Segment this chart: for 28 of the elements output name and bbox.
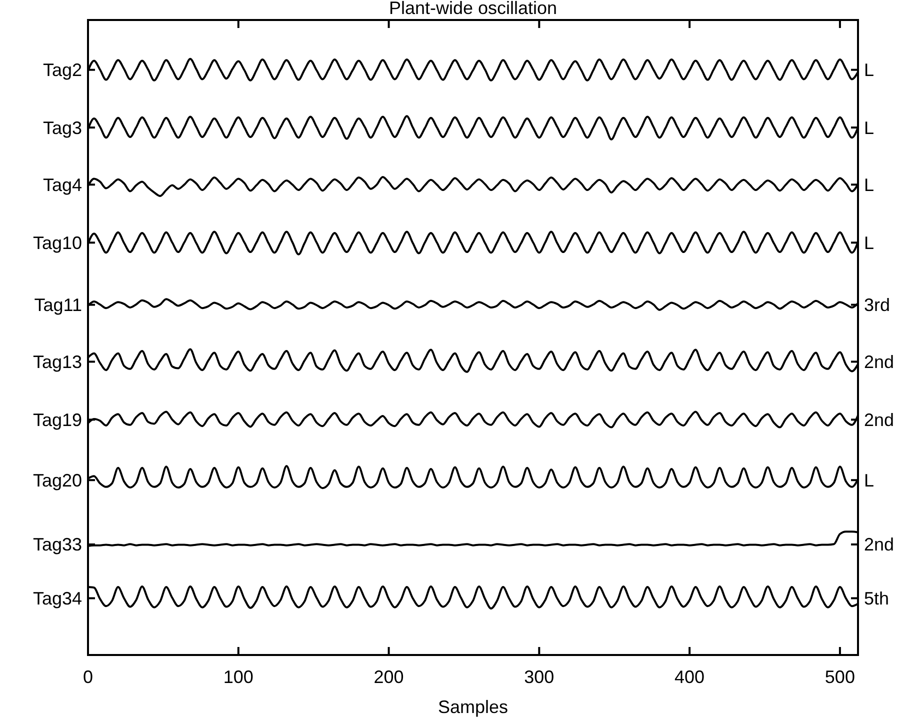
text: L <box>864 232 874 253</box>
legend-label: Tag2 <box>42 60 82 80</box>
text: L <box>864 60 874 80</box>
legend-label: Tag10 <box>32 232 82 253</box>
text: 3rd <box>864 295 890 316</box>
legend-label: Tag3 <box>42 118 82 138</box>
text: L <box>864 118 874 138</box>
text: 2nd <box>864 410 894 430</box>
text: L <box>864 174 874 195</box>
legend-label: Tag19 <box>32 410 82 430</box>
x-tick-label: 0 <box>82 667 94 687</box>
legend-label: Tag13 <box>32 352 82 372</box>
x-tick-label: 100 <box>223 667 254 687</box>
x-tick-label: 300 <box>524 667 554 687</box>
x-tick-label: 200 <box>374 667 404 687</box>
text: L <box>864 470 874 490</box>
text: 2nd <box>864 352 894 372</box>
text: 2nd <box>864 534 894 555</box>
legend-label: Tag20 <box>32 470 82 490</box>
x-tick-label: 500 <box>824 667 855 687</box>
legend-label: Tag11 <box>34 295 82 316</box>
legend-label: Tag4 <box>42 174 82 195</box>
chart-title: Plant-wide oscillation <box>388 0 558 18</box>
legend-label: Tag34 <box>32 588 82 609</box>
legend-label: Tag33 <box>32 534 82 555</box>
x-tick-label: 400 <box>674 667 705 687</box>
x-axis-title: Samples <box>438 697 508 717</box>
text: 5th <box>864 588 890 609</box>
